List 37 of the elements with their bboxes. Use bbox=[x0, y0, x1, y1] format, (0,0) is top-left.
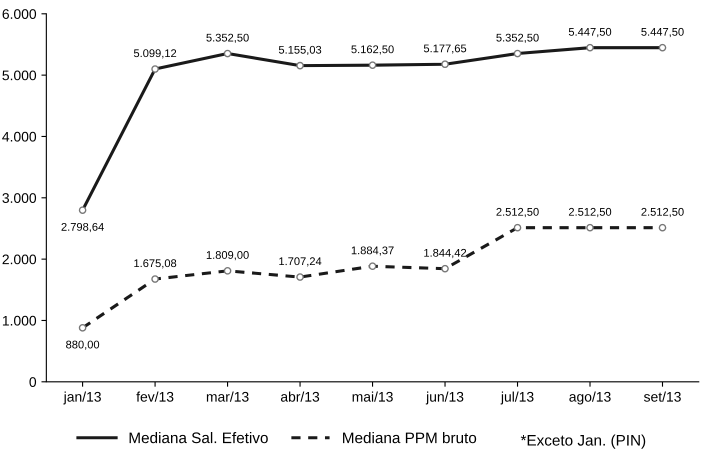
data-label: 2.798,64 bbox=[62, 222, 104, 232]
y-tick-label: 4.000 bbox=[2, 132, 36, 142]
data-label: 5.099,12 bbox=[134, 49, 176, 58]
text: *Exceto Jan. (PIN) bbox=[520, 434, 646, 449]
x-tick-label: jun/13 bbox=[426, 392, 464, 404]
data-label: 1.707,24 bbox=[279, 257, 322, 266]
x-tick-label: jan/13 bbox=[63, 392, 101, 404]
legend-label: Mediana Sal. Efetivo bbox=[130, 432, 268, 444]
data-label: 1.884,37 bbox=[352, 246, 394, 256]
data-label: 1.809,00 bbox=[206, 251, 249, 260]
y-tick-label: 5.000 bbox=[2, 70, 36, 80]
data-label: 5.155,03 bbox=[278, 46, 322, 56]
x-tick-label: mai/13 bbox=[352, 392, 393, 402]
data-label: 2.512,50 bbox=[641, 208, 684, 218]
data-label: 5.352,50 bbox=[206, 34, 249, 43]
data-label: 1.844,42 bbox=[424, 248, 466, 258]
y-tick-label: 0 bbox=[29, 377, 36, 387]
y-tick-label: 6.000 bbox=[2, 9, 36, 19]
data-label: 5.447,50 bbox=[568, 28, 612, 38]
x-tick-label: abr/13 bbox=[280, 392, 320, 402]
data-label: 5.447,50 bbox=[641, 28, 684, 38]
data-label: 1.675,08 bbox=[134, 259, 176, 268]
data-label: 2.512,50 bbox=[496, 208, 539, 218]
y-tick-label: 1.000 bbox=[2, 316, 36, 326]
x-tick-label: set/13 bbox=[644, 392, 681, 402]
data-label: 5.177,65 bbox=[424, 44, 466, 54]
data-label: 5.352,50 bbox=[496, 34, 539, 43]
data-label: 880,00 bbox=[66, 340, 100, 350]
x-tick-label: mar/13 bbox=[206, 392, 249, 402]
data-label: 5.162,50 bbox=[351, 45, 394, 55]
y-tick-label: 3.000 bbox=[2, 193, 36, 203]
data-label: 2.512,50 bbox=[568, 208, 612, 218]
legend-label: Mediana PPM bruto bbox=[343, 432, 476, 444]
y-tick-label: 2.000 bbox=[2, 254, 36, 264]
x-tick-label: ago/13 bbox=[569, 392, 611, 404]
x-tick-label: fev/13 bbox=[136, 392, 174, 402]
x-tick-label: jul/13 bbox=[500, 392, 534, 404]
